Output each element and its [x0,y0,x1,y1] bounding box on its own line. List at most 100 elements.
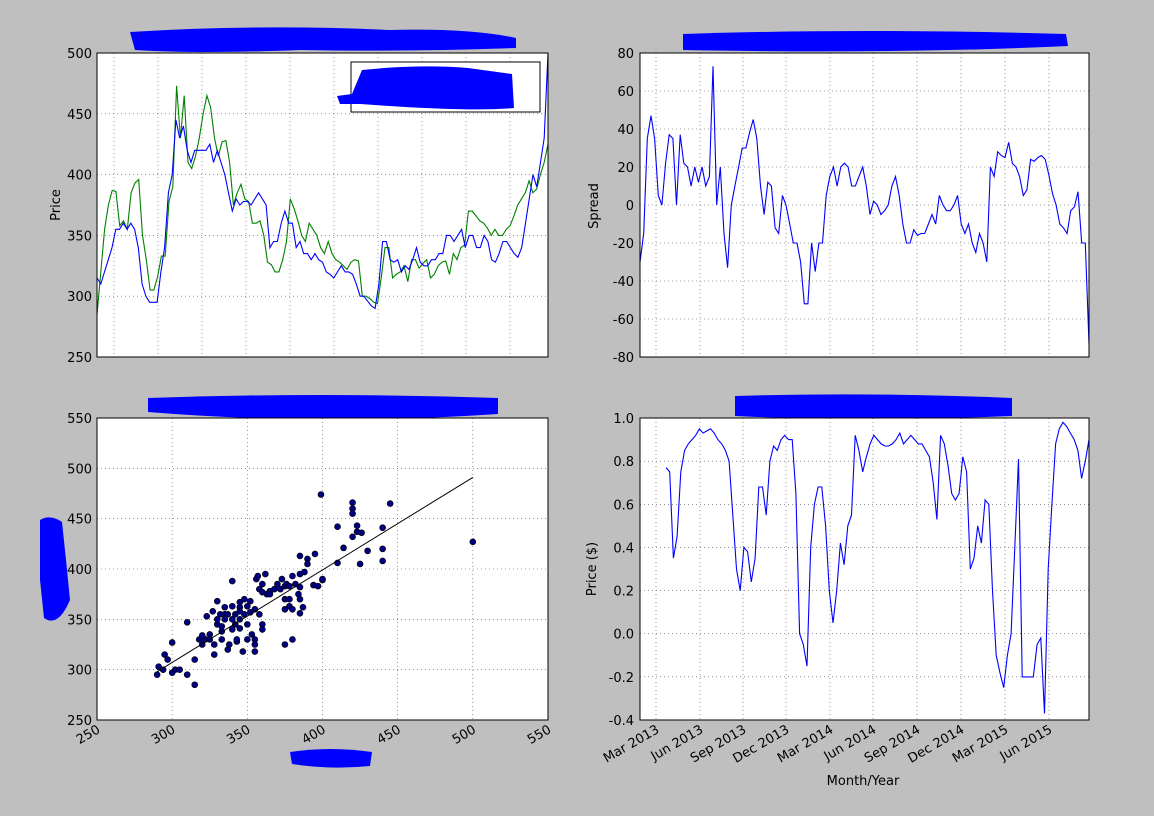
scatter-point [386,500,394,507]
redacted-title-top-left [130,27,516,52]
x-tick-label: 500 [450,722,479,747]
scatter-point [281,641,289,648]
y-tick-label: 0 [626,199,634,214]
scatter-point [244,602,251,610]
y-tick-label: 60 [617,85,634,100]
scatter-point [221,616,229,623]
y-axis-label: Spread [587,183,602,229]
scatter-point [176,666,183,673]
scatter-point [191,681,199,689]
scatter-point [379,524,386,532]
x-tick-label: 400 [299,722,328,747]
scatter-point [210,651,218,658]
y-tick-label: 0.8 [613,455,634,470]
redacted-xlabel-bottom-left [290,749,372,768]
scatter-point [254,572,262,580]
y-tick-label: 550 [67,412,92,427]
chart-top-right: -80 -60 -40 -20 0 20 40 60 80 Spread [587,47,1090,366]
y-tick-label: -40 [613,275,634,290]
scatter-point [239,648,247,655]
y-tick-label: 40 [617,123,634,138]
scatter-point [229,626,236,633]
y-tick-label: 250 [67,714,92,729]
scatter-point [289,605,296,613]
plot-frame [96,417,549,721]
scatter-point [262,570,269,578]
y-tick-label: 300 [67,664,92,679]
scatter-point [229,616,236,623]
redacted-legend-text [337,66,514,110]
scatter-point [236,625,244,632]
scatter-point [241,610,248,618]
y-tick-label: 1.0 [613,412,634,427]
y-tick-label: 350 [67,613,92,628]
y-tick-label: 500 [67,462,92,477]
scatter-point [155,663,162,670]
scatter-point [241,595,248,603]
series-line [665,421,1090,714]
scatter-point [278,575,286,583]
scatter-point [251,648,259,655]
x-tick-label: 300 [149,722,178,747]
series-line [96,52,549,310]
scatter-point [164,656,171,663]
y-tick-label: 0.0 [613,628,634,643]
scatter-point [349,510,356,517]
scatter-point [183,671,191,679]
redacted-title-bottom-right [735,394,1012,419]
scatter-point [296,595,304,603]
redacted-title-bottom-left [148,395,498,420]
scatter-point [314,582,322,590]
scatter-point [379,545,386,553]
scatter-point [248,631,256,638]
scatter-point [289,572,296,580]
y-tick-label: -60 [613,313,634,328]
scatter-point [213,597,221,605]
scatter-point [161,651,168,658]
scatter-point [183,619,191,626]
y-tick-label: -0.2 [609,671,634,686]
y-tick-label: 400 [67,169,92,184]
scatter-point [210,641,218,648]
x-tick-label: 450 [375,722,404,747]
scatter-point [266,590,274,598]
scatter-point [277,585,284,593]
scatter-point [218,636,226,643]
scatter-point [259,621,266,628]
scatter-point [236,607,244,615]
scatter-point [247,597,254,605]
scatter-point [469,538,477,546]
y-tick-label: 80 [617,47,634,62]
x-axis-label: Month/Year [827,774,900,789]
scatter-point [340,544,347,552]
x-tick-label: 350 [224,722,253,747]
y-tick-label: 20 [617,161,634,176]
scatter-point [319,575,326,583]
y-tick-label: 0.2 [613,585,634,600]
scatter-point [221,603,229,611]
scatter-point [203,613,211,620]
x-tick-label: 550 [525,722,554,747]
y-tick-label: 450 [67,108,92,123]
y-tick-label: -80 [613,351,634,366]
y-tick-label: 350 [67,229,92,244]
scatter-point [317,491,325,498]
redacted-ylabel-bottom-left [40,517,70,621]
scatter-point [224,610,232,618]
scatter-point [168,639,176,646]
y-tick-label: 0.6 [613,498,634,513]
y-axis-label: Price ($) [585,542,600,596]
y-tick-label: 0.4 [613,541,634,556]
scatter-point [251,641,259,648]
scatter-point [379,557,386,565]
scatter-point [191,656,199,663]
plot-frame [639,52,1090,358]
scatter-point [286,582,293,590]
scatter-point [353,522,361,530]
scatter-point [358,529,365,537]
scatter-point [244,636,251,643]
scatter-point [229,602,236,610]
y-axis-label: Price [49,189,64,221]
y-tick-label: 450 [67,513,92,528]
